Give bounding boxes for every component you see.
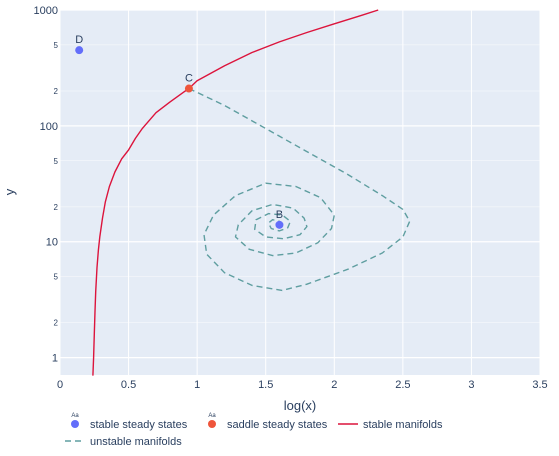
legend: Aa stable steady states Aa saddle steady st… xyxy=(65,413,443,448)
y-axis-title: y xyxy=(2,188,17,195)
legend-label: stable steady states xyxy=(90,419,188,431)
y-minor-tick-label: 5 xyxy=(54,41,59,50)
unstable-manifold-line xyxy=(188,87,411,292)
point-label-C: C xyxy=(185,73,193,85)
y-minor-tick-label: 2 xyxy=(54,203,59,212)
legend-swatch xyxy=(208,420,216,428)
legend-label: unstable manifolds xyxy=(90,436,182,448)
y-tick-label: 100 xyxy=(40,121,58,133)
point-label-B: B xyxy=(276,209,283,221)
legend-swatch xyxy=(71,420,79,428)
x-tick-label: 3 xyxy=(468,379,474,391)
y-tick-label: 10 xyxy=(46,237,58,249)
x-tick-label: 2 xyxy=(331,379,337,391)
x-tick-label: 0 xyxy=(57,379,63,391)
point-D xyxy=(75,46,84,55)
x-tick-labels: 0 0.5 1 1.5 2 2.5 3 3.5 xyxy=(57,379,548,391)
x-tick-label: 1 xyxy=(194,379,200,391)
legend-label: saddle steady states xyxy=(227,419,328,431)
plot-background xyxy=(60,10,540,375)
x-tick-label: 3.5 xyxy=(532,379,547,391)
y-tick-label: 1000 xyxy=(34,5,58,17)
y-minor-tick-label: 2 xyxy=(54,87,59,96)
x-tick-label: 2.5 xyxy=(395,379,410,391)
legend-swatch-tag: Aa xyxy=(208,413,216,419)
x-tick-label: 1.5 xyxy=(258,379,273,391)
y-minor-tick-label: 5 xyxy=(54,157,59,166)
points-layer: D C B xyxy=(75,34,284,229)
x-tick-label: 0.5 xyxy=(121,379,136,391)
x-axis-title: log(x) xyxy=(284,398,317,413)
point-B xyxy=(275,220,284,229)
y-tick-label: 1 xyxy=(52,353,58,365)
grid xyxy=(59,9,541,375)
series-layer xyxy=(92,9,411,376)
y-minor-tick-label: 2 xyxy=(54,319,59,328)
legend-item: Aa stable steady states xyxy=(71,413,188,431)
legend-item: Aa saddle steady states xyxy=(208,413,328,431)
y-minor-tick-label: 5 xyxy=(54,273,59,282)
point-C xyxy=(184,84,193,93)
point-label-D: D xyxy=(75,34,83,46)
legend-item: stable manifolds xyxy=(338,419,443,431)
legend-swatch-tag: Aa xyxy=(71,413,79,419)
legend-label: stable manifolds xyxy=(363,419,443,431)
y-tick-labels: 1 10 100 1000 2 5 2 5 2 5 xyxy=(34,5,59,365)
legend-item: unstable manifolds xyxy=(65,436,182,448)
stable-manifold-line xyxy=(92,9,379,376)
